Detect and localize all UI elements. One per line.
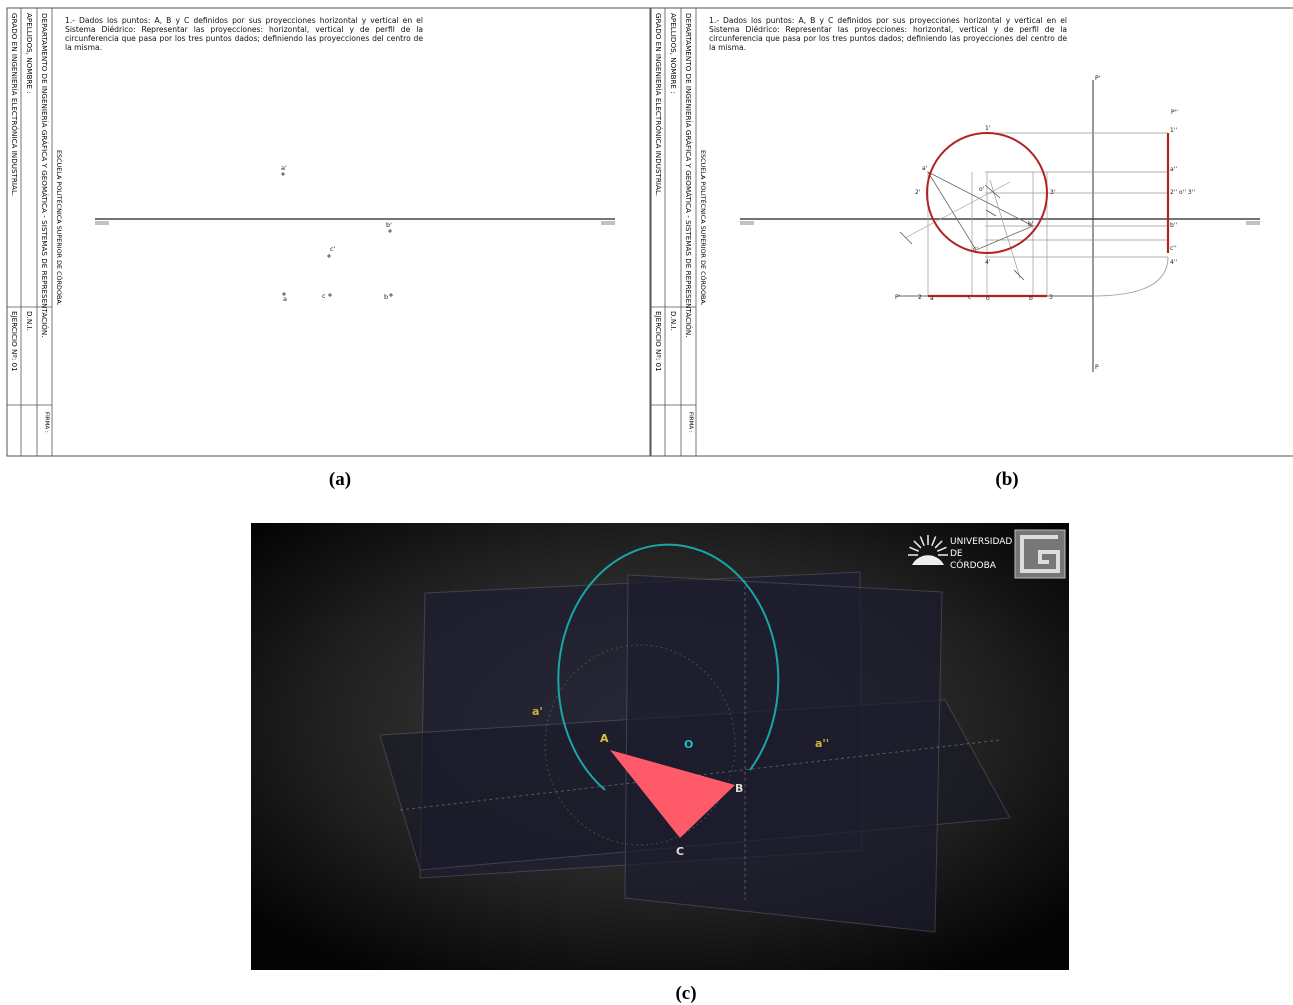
point-label: 2 [918,294,922,301]
sheet-text: DEPARTAMENTO DE INGENIERÍA GRÁFICA Y GEO… [40,13,49,338]
point-label: 3' [1050,189,1056,196]
point-label: 4'' [1170,259,1177,266]
statement: 1.- Dados los puntos: A, B y C definidos… [709,16,1067,52]
point-label: P'' [1171,109,1178,116]
point-label: b [384,293,388,301]
point-label: a'' [1170,166,1177,173]
sheet-text: EJERCICIO Nº: 01 [10,311,19,372]
caption: (c) [675,983,696,1004]
point-label: A [600,732,609,745]
fold-arc [1092,256,1169,297]
point-label: c' [973,246,978,253]
point-label: P' [895,294,901,301]
sheet-text: FIRMA : [44,412,50,433]
point-label: a' [922,165,928,172]
point-label: a [283,295,287,303]
sheet-text: ESCUELA POLITÉCNICA SUPERIOR DE CÓRDOBA. [699,150,708,306]
point-label: c'' [1170,245,1177,252]
line [909,546,920,552]
point-label: c' [330,245,336,253]
point-label: 1' [985,125,991,132]
point-label: a'' [815,737,829,750]
line [399,739,1001,811]
point-label: c [968,294,971,301]
circle [926,132,1048,254]
sheet-text: ESCUELA POLITÉCNICA SUPERIOR DE CÓRDOBA. [55,150,64,306]
point-label: P' [1095,75,1101,82]
logo-text: UNIVERSIDAD [950,537,1012,547]
sheet-text: GRADO EN INGENIERÍA ELECTRÓNICA INDUSTRI… [654,13,663,196]
line [919,536,925,547]
sheet-text: APELLIDOS, NOMBRE : [669,13,678,94]
logo-text: CÓRDOBA [950,559,997,571]
point-label: 3 [1049,294,1053,301]
logo-text: DE [950,549,963,559]
sheet-text: APELLIDOS, NOMBRE : [25,13,34,94]
point-label: 2' [915,189,921,196]
point-label: 2'' o'' 3'' [1170,189,1195,196]
sheet-border [650,7,1293,457]
point-label: b' [386,221,392,229]
caption: (a) [329,469,351,490]
line [899,231,913,245]
point-label: P [1095,364,1099,371]
circle-projection [544,644,736,846]
sheet-text: GRADO EN INGENIERÍA ELECTRÓNICA INDUSTRI… [10,13,19,196]
point-label: O [684,738,693,751]
point-label: c [322,292,326,300]
line [913,540,922,549]
sheet-text: EJERCICIO Nº: 01 [654,311,663,372]
line [1013,269,1025,281]
logo-emblem [912,555,944,565]
point-label: 1'' [1170,127,1177,134]
point-label: C [676,845,684,858]
line [984,184,1001,199]
point-label: b' [1028,221,1034,228]
line [985,209,997,217]
point-label: b [1029,295,1033,302]
sheet-text: D.N.I. [25,311,34,331]
caption: (b) [995,469,1018,490]
point-label: o' [979,186,985,193]
line [989,179,1021,279]
sheet-text: FIRMA : [688,412,694,433]
point-label: 4' [985,259,991,266]
plane [624,574,943,933]
point-label: o [986,295,990,302]
triangle [926,170,1034,251]
point-label: B [735,782,743,795]
line [904,181,1011,239]
sheet-border [6,7,651,457]
line [934,540,943,549]
logo-mark [1020,535,1060,573]
sheet-text: DEPARTAMENTO DE INGENIERÍA GRÁFICA Y GEO… [684,13,693,338]
line [931,536,937,547]
point-label: a' [281,164,287,172]
circle-3d [557,543,780,791]
point-label: a' [532,705,543,718]
point-label: b'' [1170,222,1177,229]
line [936,546,947,552]
point-label: a [930,295,934,302]
triangle-3d [610,750,735,838]
sheet-text: D.N.I. [669,311,678,331]
statement: 1.- Dados los puntos: A, B y C definidos… [65,16,423,52]
